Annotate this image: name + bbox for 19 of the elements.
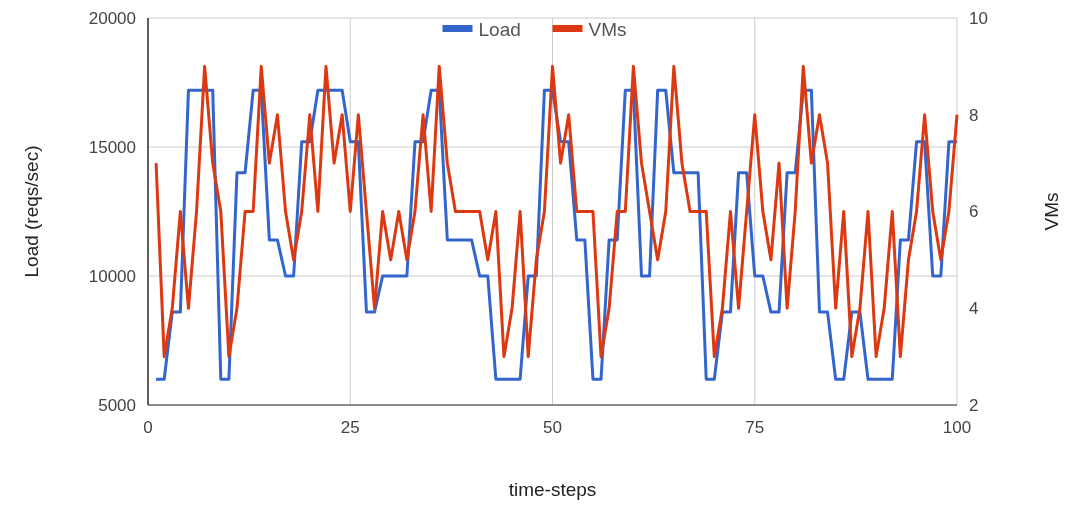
x-tick-label: 0 — [143, 418, 153, 437]
y-tick-label: 15000 — [88, 137, 136, 157]
y2-tick-label: 4 — [969, 299, 979, 319]
y2-tick-label: 6 — [969, 202, 979, 222]
y-axis-title: Load (reqs/sec) — [21, 145, 42, 278]
x-tick-label: 75 — [745, 418, 765, 437]
y2-tick-label: 10 — [969, 8, 988, 28]
y-tick-label: 5000 — [98, 395, 136, 415]
y-tick-label: 20000 — [88, 8, 136, 28]
y2-tick-label: 2 — [969, 395, 979, 415]
y2-axis-title: VMs — [1041, 192, 1062, 231]
x-tick-label: 25 — [340, 418, 360, 437]
x-tick-label: 100 — [942, 418, 972, 437]
legend-label: Load — [478, 18, 521, 40]
legend-label: VMs — [588, 18, 627, 40]
x-tick-label: 50 — [543, 418, 562, 437]
x-axis-title: time-steps — [508, 479, 597, 500]
y2-tick-label: 8 — [969, 105, 979, 125]
y-tick-label: 10000 — [88, 266, 136, 286]
